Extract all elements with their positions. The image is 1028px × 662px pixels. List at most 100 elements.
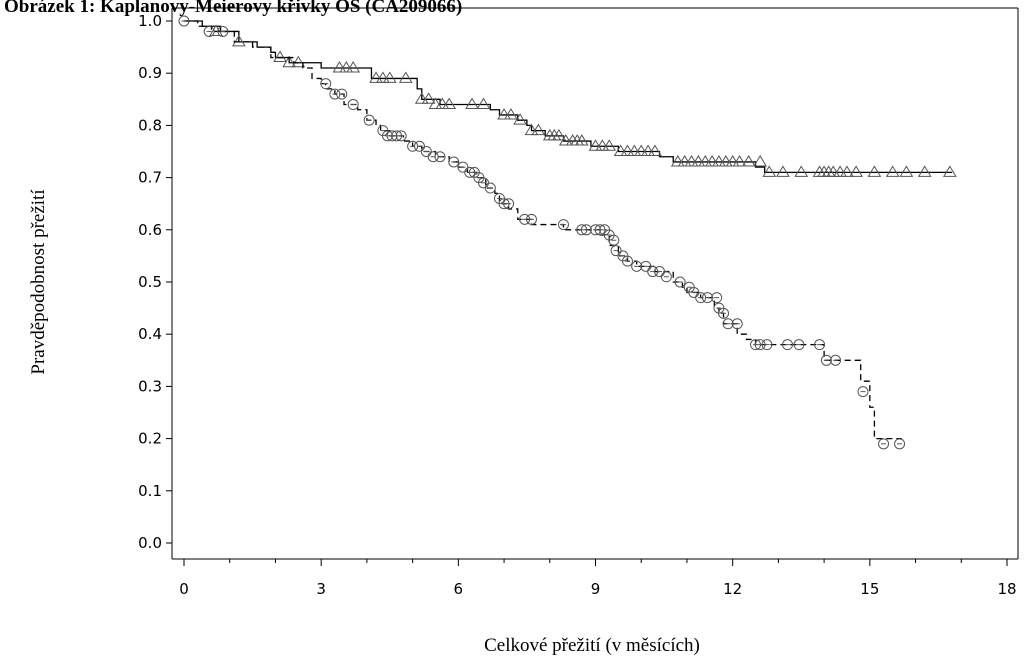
censor-triangle-marker [725, 154, 740, 167]
censor-triangle-marker [684, 154, 699, 167]
censor-circle-marker [814, 339, 826, 351]
censor-triangle-marker [670, 154, 685, 167]
series-2-line [184, 20, 902, 440]
censor-circle-marker [894, 438, 906, 450]
censor-triangle-marker [718, 154, 733, 167]
censor-triangle-marker [588, 139, 603, 151]
y-tick-label: 0.7 [138, 169, 162, 187]
y-tick-label: 0.4 [138, 325, 162, 343]
censor-triangle-marker [382, 71, 397, 83]
censor-triangle-marker [840, 165, 854, 177]
censor-triangle-marker [613, 144, 628, 156]
censor-triangle-marker [753, 154, 767, 167]
series-2 [178, 15, 906, 450]
censor-triangle-marker [677, 154, 692, 167]
censor-triangle-marker [641, 144, 655, 156]
censor-triangle-marker [762, 165, 777, 177]
censor-circle-marker [178, 15, 190, 27]
censor-circle-marker [610, 245, 622, 257]
censor-circle-marker [702, 292, 714, 304]
x-tick-label: 9 [591, 580, 601, 598]
censor-triangle-marker [339, 61, 354, 73]
censor-triangle-marker [291, 55, 306, 68]
censor-triangle-marker [524, 123, 539, 136]
x-tick-label: 15 [860, 580, 879, 598]
censor-triangle-marker [595, 139, 610, 151]
censor-triangle-marker [574, 134, 589, 146]
censor-circle-marker [434, 151, 446, 163]
censor-triangle-marker [885, 165, 900, 177]
censor-circle-marker [484, 182, 496, 194]
x-tick-label: 3 [316, 580, 326, 598]
censor-triangle-marker [698, 154, 713, 167]
censor-triangle-marker [442, 97, 457, 110]
censor-circle-marker [217, 25, 229, 37]
censor-circle-marker [654, 266, 666, 278]
censor-circle-marker [557, 219, 569, 231]
censor-circle-marker [622, 255, 634, 267]
censor-triangle-marker [282, 55, 297, 68]
y-tick-label: 0.1 [138, 482, 162, 500]
censor-triangle-marker [552, 128, 566, 141]
censor-triangle-marker [476, 97, 491, 110]
censor-triangle-marker [867, 165, 882, 177]
censor-circle-marker [203, 25, 215, 37]
censor-triangle-marker [273, 50, 287, 63]
y-axis-label: Pravděpodobnost přežití [28, 189, 49, 375]
censor-triangle-marker [899, 165, 914, 177]
censor-triangle-marker [648, 144, 662, 156]
censor-circle-marker [631, 260, 643, 272]
censor-circle-marker [525, 213, 537, 225]
censor-circle-marker [782, 339, 794, 351]
censor-triangle-marker [421, 92, 436, 104]
censor-triangle-marker [209, 24, 223, 36]
censor-triangle-marker [634, 144, 649, 156]
censor-triangle-marker [465, 97, 479, 110]
x-tick-label: 12 [723, 580, 742, 598]
y-tick-label: 0.0 [138, 534, 162, 552]
censor-circle-marker [660, 271, 672, 283]
x-tick-label: 18 [997, 580, 1016, 598]
censor-triangle-marker [849, 165, 864, 177]
censor-triangle-marker [531, 123, 546, 136]
censor-triangle-marker [732, 154, 747, 167]
censor-circle-marker [336, 88, 348, 100]
censor-circle-marker [503, 198, 515, 210]
x-tick-label: 0 [179, 580, 189, 598]
y-tick-label: 0.2 [138, 430, 162, 448]
censor-triangle-marker [414, 92, 429, 104]
censor-triangle-marker [231, 34, 246, 47]
censor-triangle-marker [504, 107, 518, 120]
censor-triangle-marker [833, 165, 847, 177]
y-tick-label: 1.0 [138, 12, 162, 30]
censor-triangle-marker [776, 165, 790, 177]
x-axis-label: Celkové přežití (v měsících) [484, 635, 700, 656]
x-axis: 0 3 6 9 12 15 18 [179, 559, 1017, 598]
y-axis: 0.0 0.1 0.2 0.3 0.4 0.5 0.6 0.7 0.8 0.9 1.0 [138, 12, 172, 552]
censor-triangle-marker [369, 71, 383, 83]
censor-triangle-marker [497, 107, 511, 120]
censor-circle-marker [674, 276, 686, 288]
censor-triangle-marker [435, 97, 450, 110]
censor-circle-marker [688, 286, 700, 298]
censor-triangle-marker [917, 165, 932, 177]
x-tick-label: 6 [454, 580, 464, 598]
censor-circle-marker [731, 318, 743, 330]
y-tick-label: 0.5 [138, 273, 162, 291]
censor-triangle-marker [376, 71, 390, 83]
censor-triangle-marker [691, 154, 706, 167]
censor-triangle-marker [794, 165, 809, 177]
censor-triangle-marker [620, 144, 635, 156]
censor-triangle-marker [398, 71, 413, 83]
censor-circle-marker [363, 114, 375, 126]
y-tick-label: 0.8 [138, 116, 162, 134]
censor-circle-marker [830, 354, 842, 366]
censor-circle-marker [820, 354, 832, 366]
censor-circle-marker [413, 140, 425, 152]
censor-circle-marker [395, 130, 407, 142]
censor-triangle-marker [705, 154, 719, 167]
censor-triangle-marker [513, 113, 527, 125]
censor-circle-marker [320, 78, 332, 90]
censor-circle-marker [457, 161, 469, 173]
